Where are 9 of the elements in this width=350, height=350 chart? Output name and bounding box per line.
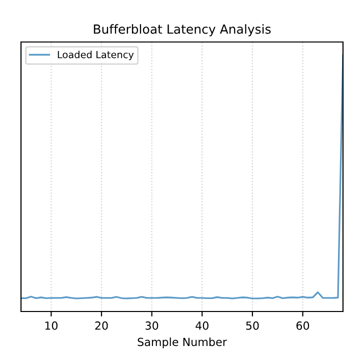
- x-tick-label: 30: [146, 321, 158, 330]
- x-tick-label: 50: [246, 321, 259, 330]
- x-tick-label: 10: [45, 321, 58, 330]
- x-axis-title: Sample Number: [138, 338, 227, 348]
- legend-label: Loaded Latency: [58, 50, 134, 60]
- x-tick-label: 20: [95, 321, 108, 330]
- chart-title: Bufferbloat Latency Analysis: [94, 24, 271, 36]
- x-tick-label: 60: [296, 321, 310, 330]
- x-tick-label: 40: [196, 321, 208, 330]
